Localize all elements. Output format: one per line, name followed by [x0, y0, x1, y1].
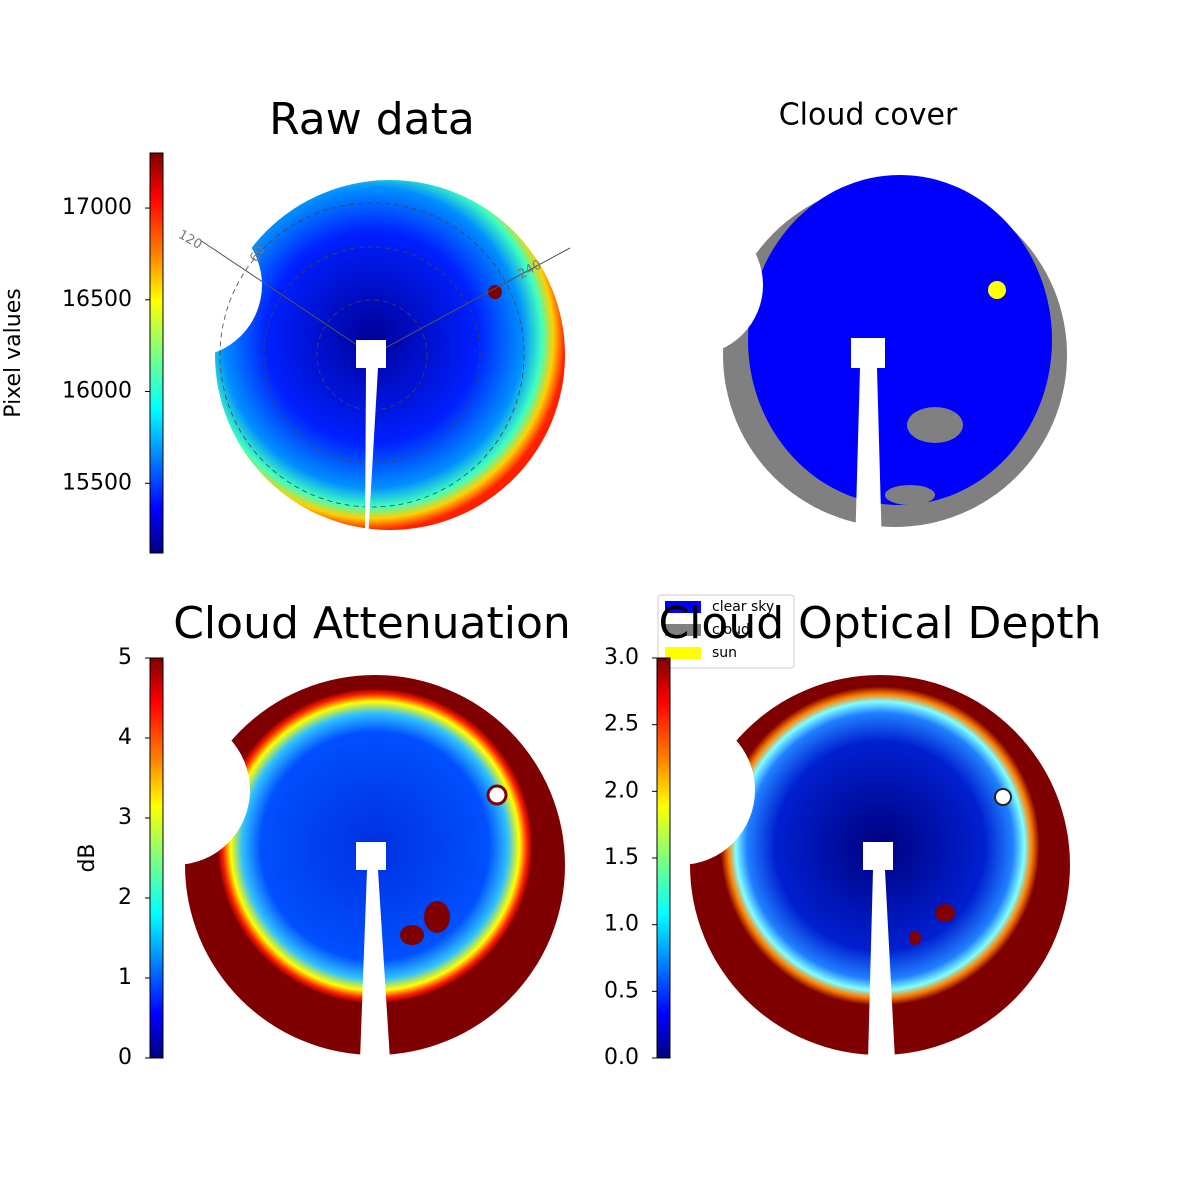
- legend-label: clear sky: [712, 599, 774, 615]
- colorbar-tick-label: 0: [118, 1045, 132, 1070]
- colorbar-tick-label: 2: [118, 885, 132, 910]
- colorbar-tick-label: 0.0: [604, 1045, 639, 1070]
- panel-title: Cloud Attenuation: [173, 598, 571, 649]
- colorbar-tick-label: 1: [118, 965, 132, 990]
- colorbar-tick-label: 2.5: [604, 712, 639, 737]
- colorbar: [149, 152, 164, 554]
- colorbar-tick-label: 4: [118, 725, 132, 750]
- legend: clear sky cloud sun: [657, 594, 795, 669]
- panel-title: Cloud cover: [779, 98, 958, 133]
- colorbar-tick-label: 0.5: [604, 978, 639, 1003]
- colorbar-tick-label: 3.0: [604, 645, 639, 670]
- sky-image-cloud-cover: [623, 175, 1067, 550]
- legend-swatch: [665, 624, 701, 636]
- colorbar-tick-label: 15500: [62, 470, 132, 495]
- colorbar-tick-label: 16000: [62, 379, 132, 404]
- legend-swatch: [665, 647, 701, 659]
- colorbar-tick-label: 16500: [62, 287, 132, 312]
- legend-swatch: [665, 601, 701, 613]
- colorbar: [656, 657, 671, 1059]
- sky-image-attenuation: [100, 675, 565, 1060]
- colorbar-tick-label: 1.5: [604, 845, 639, 870]
- colorbar-label: dB: [75, 843, 100, 872]
- panel-title: Cloud Optical Depth: [658, 598, 1101, 649]
- colorbar-tick-label: 3: [118, 805, 132, 830]
- sky-image-optical-depth: [605, 675, 1070, 1060]
- colorbar: [149, 657, 164, 1059]
- colorbar-tick-label: 2.0: [604, 778, 639, 803]
- colorbar-tick-label: 1.0: [604, 912, 639, 937]
- colorbar-label: Pixel values: [1, 288, 26, 417]
- legend-label: cloud: [712, 622, 750, 638]
- colorbar-tick-label: 17000: [62, 195, 132, 220]
- legend-label: sun: [712, 645, 737, 661]
- panel-title: Raw data: [269, 94, 475, 145]
- angle-label: 60: [247, 243, 268, 265]
- colorbar-tick-label: 5: [118, 645, 132, 670]
